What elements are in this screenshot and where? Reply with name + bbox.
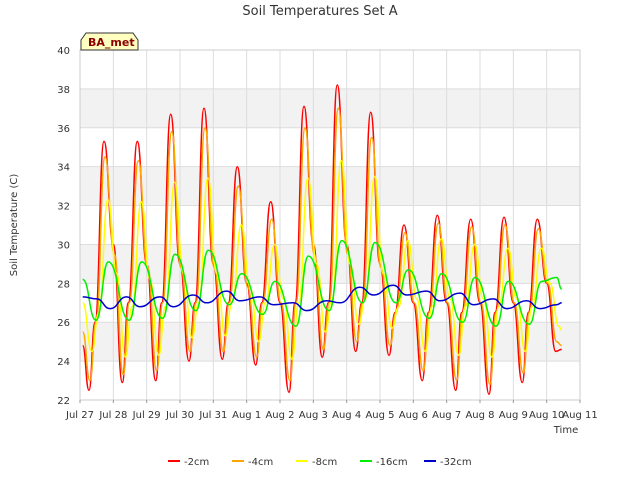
site-label-box: BA_met bbox=[80, 32, 139, 51]
background-band bbox=[80, 205, 580, 245]
x-tick-label: Aug 8 bbox=[465, 410, 494, 421]
legend-label: -8cm bbox=[312, 457, 337, 468]
x-tick-label: Jul 31 bbox=[198, 410, 227, 421]
y-tick-label: 38 bbox=[57, 85, 70, 96]
legend-label: -16cm bbox=[376, 457, 408, 468]
x-tick-label: Jul 27 bbox=[65, 410, 94, 421]
legend-label: -32cm bbox=[440, 457, 472, 468]
x-tick-label: Aug 5 bbox=[365, 410, 394, 421]
y-tick-label: 32 bbox=[57, 202, 70, 213]
y-tick-label: 26 bbox=[57, 318, 70, 329]
x-tick-label: Aug 9 bbox=[499, 410, 528, 421]
x-tick-label: Aug 7 bbox=[432, 410, 461, 421]
background-band bbox=[80, 88, 580, 128]
y-tick-label: 36 bbox=[57, 124, 70, 135]
y-tick-label: 28 bbox=[57, 279, 70, 290]
x-tick-label: Jul 28 bbox=[98, 410, 127, 421]
x-tick-label: Jul 30 bbox=[165, 410, 194, 421]
y-tick-label: 30 bbox=[57, 240, 70, 251]
y-tick-label: 40 bbox=[57, 46, 70, 57]
background-band bbox=[80, 322, 580, 362]
series-line-minus-8cm bbox=[81, 160, 562, 360]
x-axis: Jul 27 Jul 28 Jul 29 Jul 30 Jul 31 Aug 1 Aug 2… bbox=[65, 400, 598, 421]
background-band bbox=[80, 127, 580, 167]
background-band bbox=[80, 361, 580, 400]
x-tick-label: Aug 6 bbox=[399, 410, 428, 421]
data-series bbox=[81, 84, 563, 395]
y-tick-label: 24 bbox=[57, 357, 70, 368]
x-tick-label: Aug 1 bbox=[232, 410, 261, 421]
x-tick-label: Aug 4 bbox=[332, 410, 361, 421]
x-tick-label: Aug 3 bbox=[299, 410, 328, 421]
background-band bbox=[80, 50, 580, 89]
y-axis: 22 24 26 28 30 32 34 36 38 40 bbox=[57, 46, 70, 407]
background-band bbox=[80, 166, 580, 206]
legend-label: -4cm bbox=[248, 457, 273, 468]
legend: -2cm -4cm -8cm -16cm -32cm bbox=[168, 457, 472, 468]
x-axis-title: Time bbox=[553, 425, 578, 436]
site-label: BA_met bbox=[88, 36, 135, 49]
series-line-minus-16cm bbox=[81, 239, 563, 327]
x-tick-label: Jul 29 bbox=[132, 410, 161, 421]
legend-label: -2cm bbox=[184, 457, 209, 468]
y-tick-label: 22 bbox=[57, 396, 70, 407]
y-axis-title: Soil Temperature (C) bbox=[9, 174, 20, 277]
x-tick-label: Aug 2 bbox=[265, 410, 294, 421]
series-line-minus-32cm bbox=[82, 284, 562, 312]
chart-title: Soil Temperatures Set A bbox=[242, 4, 397, 19]
x-tick-label: Aug 10 bbox=[529, 410, 564, 421]
y-tick-label: 34 bbox=[57, 163, 70, 174]
plot-frame bbox=[79, 49, 581, 401]
x-tick-label: Aug 11 bbox=[562, 410, 597, 421]
